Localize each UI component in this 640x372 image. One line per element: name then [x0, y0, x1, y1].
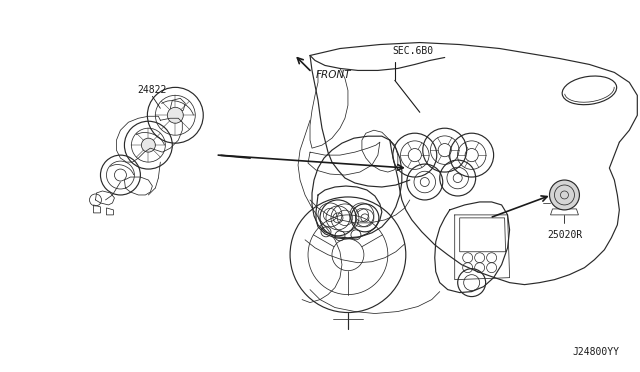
Circle shape	[141, 138, 156, 152]
Circle shape	[550, 180, 579, 210]
Text: SEC.6B0: SEC.6B0	[393, 46, 434, 57]
Text: 24822: 24822	[138, 85, 167, 95]
Text: FRONT: FRONT	[316, 70, 351, 80]
Text: 25020R: 25020R	[547, 230, 582, 240]
Circle shape	[167, 107, 183, 123]
Text: J24800YY: J24800YY	[572, 347, 620, 357]
